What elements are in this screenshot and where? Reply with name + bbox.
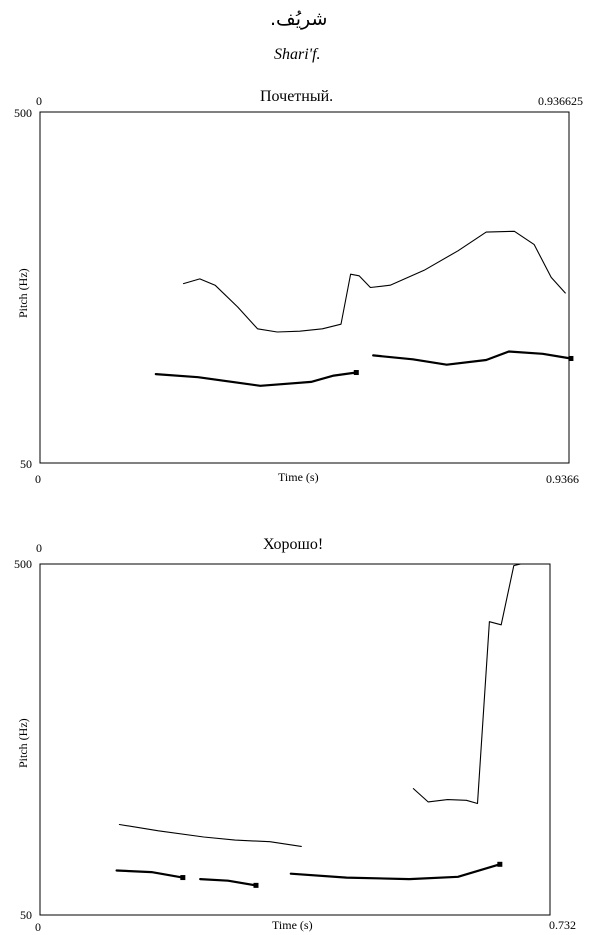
chart-2-contour-end-marker-3	[497, 861, 503, 867]
chart-1-ytick-50: 50	[20, 457, 32, 471]
chart-1-thin-contour-1	[182, 230, 566, 333]
chart-2-ytick-500: 500	[14, 557, 32, 571]
chart-2-xtick-0: 0	[35, 920, 41, 934]
chart-1-contour-end-marker-1	[353, 370, 359, 376]
chart-1-thick-contour-2	[372, 350, 573, 366]
chart-1-thick-contour-1	[154, 371, 358, 387]
chart-2-thick-contour-3	[289, 863, 501, 881]
chart-2-plot-frame	[39, 563, 551, 916]
chart-1-top-right-label: 0.936625	[538, 94, 583, 108]
chart-1-contour-end-marker-2	[568, 355, 574, 361]
chart-2-contour-end-marker-1	[180, 875, 186, 881]
chart-2-contour-end-marker-2	[253, 882, 259, 888]
chart-2-thin-contour-1	[118, 823, 302, 847]
chart-1-plot-frame	[39, 111, 570, 464]
chart-1-xtick-end: 0.9366	[546, 472, 579, 486]
transliteration: Shari'f.	[274, 46, 321, 63]
arabic-word: شريُف.	[270, 8, 328, 30]
chart-1-title: Почетный.	[260, 88, 334, 105]
chart-1-ytick-500: 500	[14, 106, 32, 120]
chart-2-top-left-label: 0	[36, 541, 42, 555]
chart-2-thin-contour-2	[412, 563, 522, 805]
chart-2-xlabel: Time (s)	[272, 918, 313, 932]
chart-2-xtick-end: 0.732	[549, 918, 576, 932]
chart-2-title: Хорошо!	[263, 536, 324, 553]
chart-2-thick-contour-1	[115, 869, 184, 879]
chart-1-xlabel: Time (s)	[278, 470, 319, 484]
chart-2-thick-contour-2	[199, 877, 258, 887]
chart-1-xtick-0: 0	[35, 472, 41, 486]
chart-1-top-left-label: 0	[36, 94, 42, 108]
chart-2-ytick-50: 50	[20, 908, 32, 922]
